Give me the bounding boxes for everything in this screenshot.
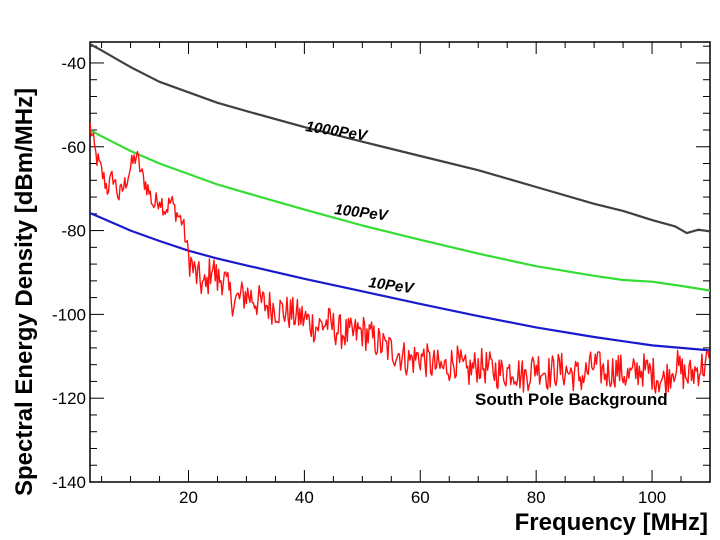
x-tick-label: 80 [527, 488, 546, 507]
series-layer [90, 43, 710, 397]
series-line-1000pev [90, 43, 710, 235]
x-tick-label: 100 [638, 488, 666, 507]
plot-frame [89, 41, 711, 483]
y-tick-label: -80 [61, 222, 86, 241]
x-tick-label: 40 [295, 488, 314, 507]
series-label-south-pole-background: South Pole Background [475, 390, 668, 409]
y-tick-label: -140 [52, 473, 86, 492]
series-label-100pev: 100PeV [334, 201, 391, 225]
y-tick-label: -100 [52, 305, 86, 324]
x-tick-label: 60 [411, 488, 430, 507]
y-axis-title: Spectral Energy Density [dBm/MHz] [11, 88, 38, 496]
series-line-10pev [90, 211, 710, 352]
y-tick-label: -120 [52, 389, 86, 408]
ticks-layer: 20 40 60 80 100 -140 -120 -100 -80 -60 -40 [52, 42, 711, 507]
series-line-100pev [90, 129, 710, 292]
series-line-south-pole-background [90, 122, 710, 397]
x-tick-label: 20 [179, 488, 198, 507]
x-axis-title: Frequency [MHz] [515, 509, 708, 536]
y-tick-label: -60 [61, 138, 86, 157]
series-label-10pev: 10PeV [367, 274, 416, 297]
y-tick-label: -40 [61, 54, 86, 73]
